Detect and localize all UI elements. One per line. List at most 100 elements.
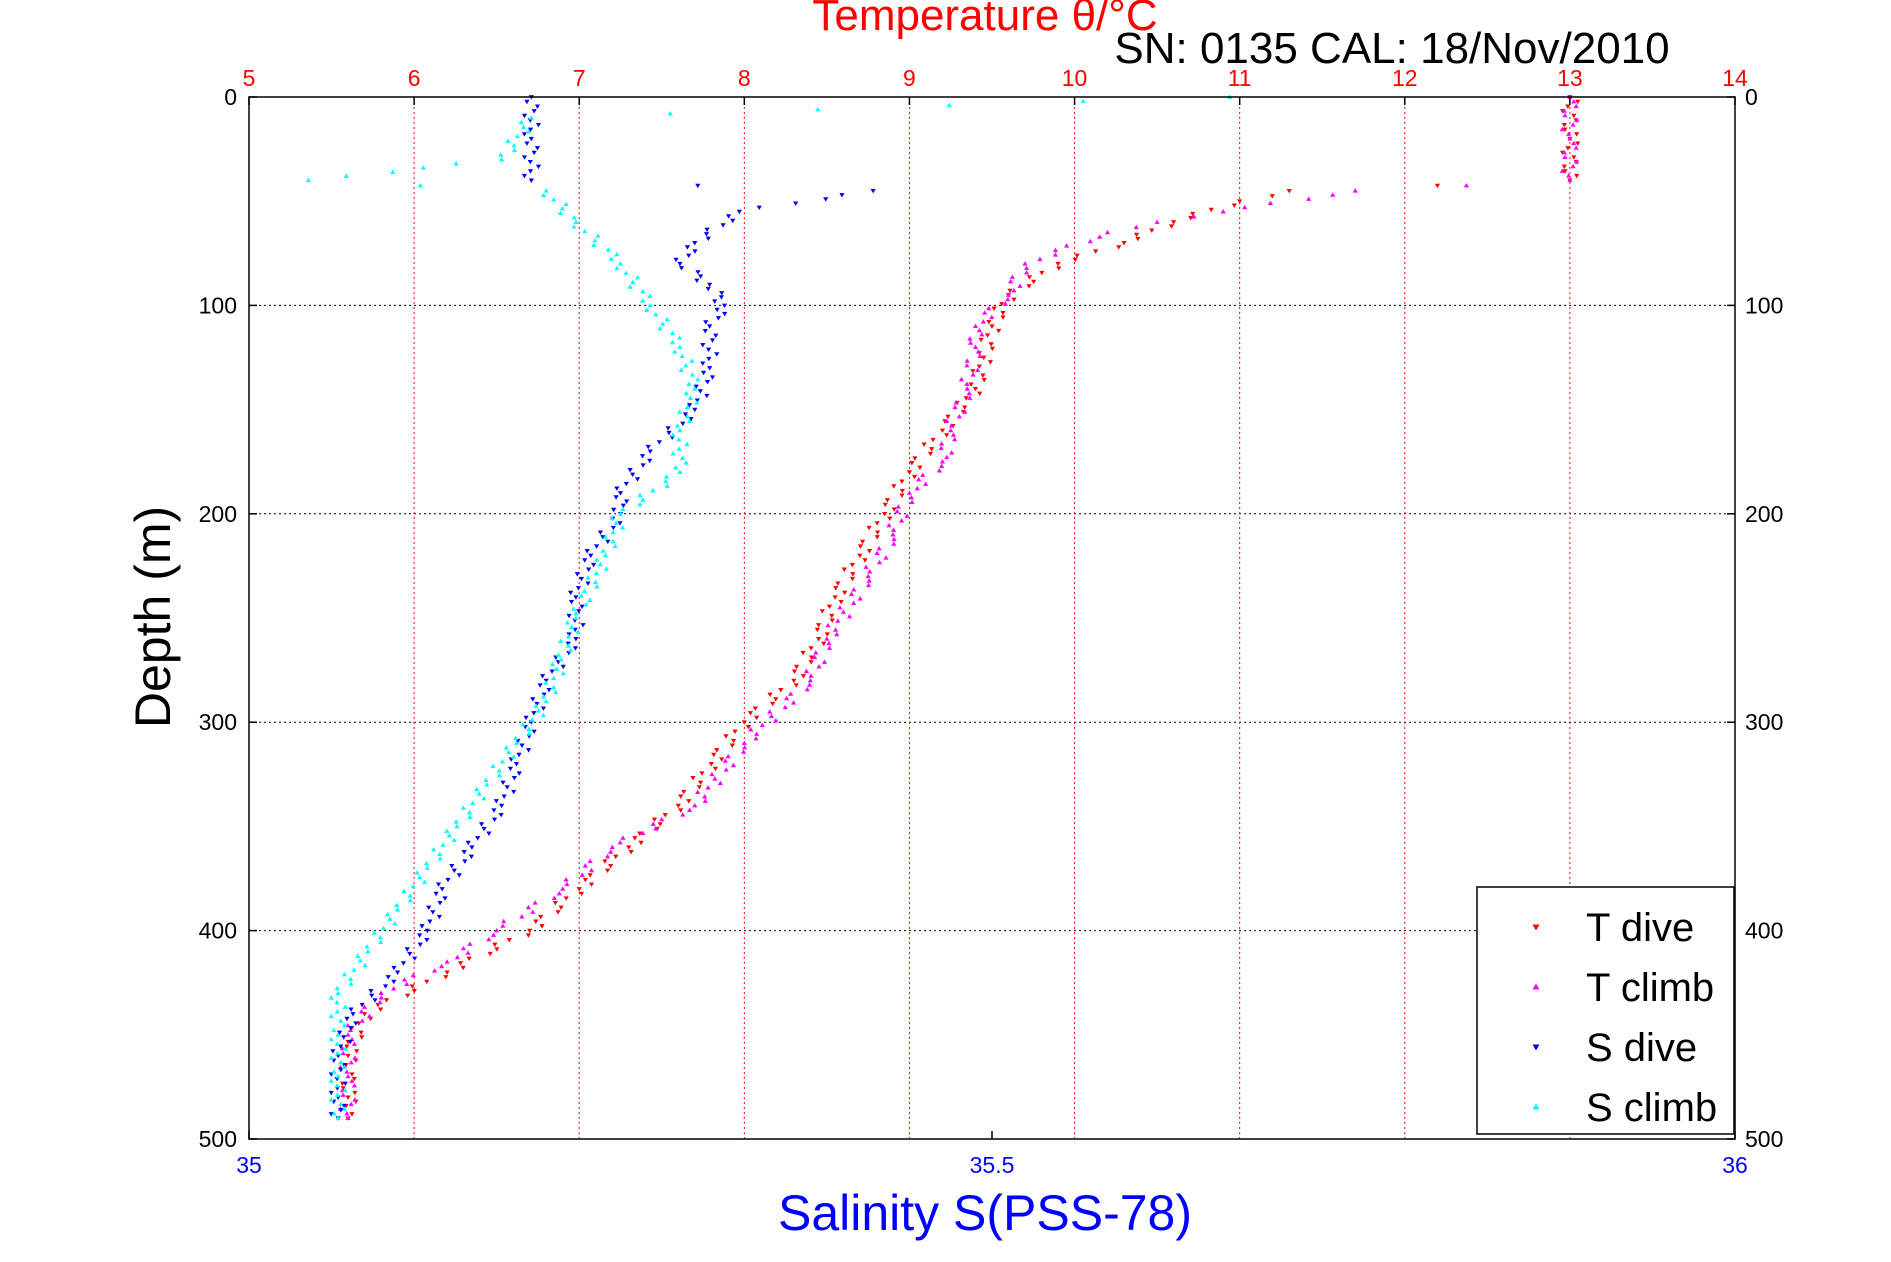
data-point [1561,149,1567,155]
data-point [681,789,687,795]
data-point [525,904,532,910]
data-point [714,307,720,313]
data-point [355,953,361,958]
data-point [552,900,558,906]
data-point [944,418,950,423]
data-point [832,595,838,600]
data-point [578,891,585,897]
data-point [435,882,442,887]
data-point [835,618,841,623]
data-point [1154,219,1160,224]
data-point [351,1076,357,1082]
data-point [647,302,653,308]
data-point [525,129,532,134]
data-point [540,192,547,198]
data-point [1269,194,1275,199]
data-point [1561,108,1567,113]
data-point [916,476,922,482]
data-point [680,812,686,817]
data-point [1011,287,1017,293]
data-point [730,738,737,744]
data-point [519,914,525,919]
data-point [334,1041,340,1046]
data-point [475,836,481,841]
data-point [395,970,401,975]
data-point [700,370,707,376]
data-point [410,884,416,889]
data-point [342,1004,348,1009]
data-point [882,511,888,517]
data-point [791,678,797,684]
data-point [528,178,534,183]
data-point [715,316,722,321]
x-top-tick-label: 7 [573,65,586,91]
data-point [368,988,374,994]
data-point [591,562,597,568]
data-point [592,237,598,243]
data-point [1191,214,1197,219]
data-point [657,325,663,331]
data-point [972,323,979,329]
data-point [484,782,490,787]
data-point [695,183,701,189]
data-point [647,458,653,464]
data-point [588,882,595,887]
data-point [702,329,708,334]
data-point [421,879,428,884]
data-point [914,485,920,491]
data-point [594,584,600,589]
data-point [457,961,464,966]
data-point [639,454,646,459]
data-point [335,990,341,995]
data-point [850,572,856,577]
data-point [956,413,962,419]
data-point [338,1059,344,1065]
data-point [664,483,670,488]
data-point [465,840,471,846]
data-point [551,197,557,202]
data-point [707,324,713,329]
data-point [501,794,507,799]
data-point [677,409,683,414]
y-tick-label-right: 500 [1745,1126,1783,1152]
data-point [848,591,855,597]
data-point [614,251,620,257]
data-point [359,1035,365,1040]
data-point [340,1050,346,1056]
data-point [1023,265,1030,271]
data-point [445,877,451,883]
data-point [1330,192,1336,197]
data-point [613,854,619,860]
data-point [535,708,542,713]
data-point [808,646,814,651]
data-point [834,631,840,637]
data-point [1571,140,1577,146]
data-point [838,599,844,605]
data-point [390,169,396,174]
data-point [985,333,991,338]
data-point [594,544,600,549]
y-tick-label-left: 0 [224,84,237,110]
data-point [563,201,569,206]
data-point [977,391,983,396]
data-point [804,686,810,692]
data-point [686,418,693,423]
data-point [500,780,506,786]
data-point [833,586,839,591]
data-point [689,358,695,363]
data-point [712,776,718,781]
data-point [579,604,585,610]
data-point [887,516,893,522]
data-point [851,600,857,605]
data-point [677,427,683,433]
data-point [697,389,703,394]
data-point [565,633,572,639]
data-point [677,261,683,267]
data-point [695,789,701,794]
data-point [890,527,897,532]
axis-ticks: 0 0 100 100 200 200 300 300 400 400 500 500 5 6 7 8 9 10 1… [199,65,1784,1178]
data-point [745,725,752,730]
data-point [989,314,995,320]
data-point [331,1110,337,1116]
data-point [433,891,439,897]
